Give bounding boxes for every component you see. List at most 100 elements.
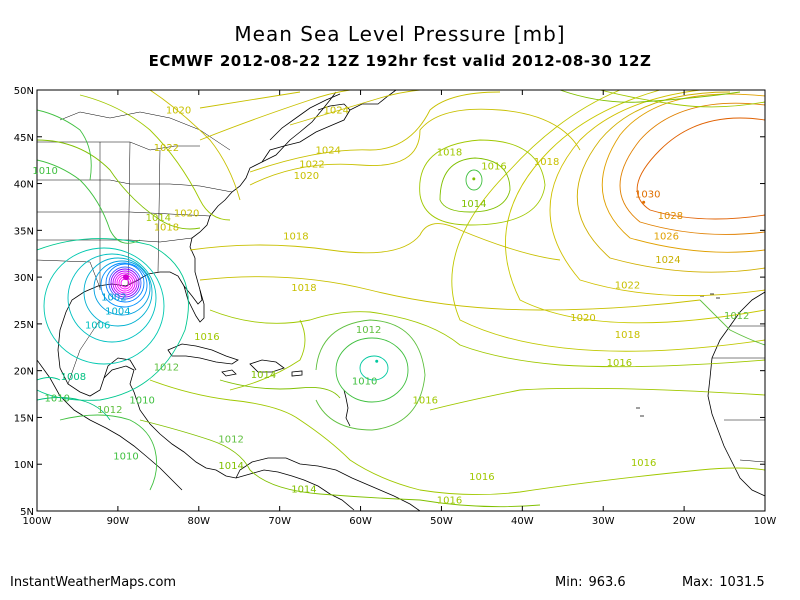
plot-frame	[36, 89, 766, 512]
min-label: Min:	[555, 575, 583, 590]
contour-label: 1010	[32, 166, 57, 177]
contour-label: 1020	[174, 208, 199, 219]
max-label: Max:	[681, 575, 714, 590]
contour-label: 1018	[615, 330, 640, 341]
contour-label: 1026	[654, 232, 679, 243]
min-value: 963.6	[588, 575, 626, 590]
contour-label: 1022	[299, 160, 324, 171]
contour-label: 1012	[724, 311, 749, 322]
mexico-pacific	[37, 359, 183, 491]
contour-label: 1018	[154, 222, 179, 233]
contour-label: 1014	[146, 213, 171, 224]
contour-label: 1012	[218, 435, 243, 446]
page-subtitle: ECMWF 2012-08-22 12Z 192hr fcst valid 20…	[148, 52, 652, 70]
contour-label: 1012	[356, 325, 381, 336]
contour-label: 1010	[44, 394, 69, 405]
page-title: Mean Sea Level Pressure [mb]	[234, 22, 566, 46]
x-tick-label: 20W	[673, 516, 696, 527]
y-tick-label: 35N	[14, 226, 34, 237]
y-tick-label: 40N	[14, 180, 34, 191]
x-tick-label: 30W	[592, 516, 615, 527]
y-tick-label: 50N	[14, 86, 34, 97]
y-tick-label: 5N	[20, 507, 34, 518]
axis-ticks: 100W 90W 80W 70W 60W 50W 40W 30W 20W 10W 5N 10N 15N 2…	[14, 86, 777, 527]
contour-label: 1012	[154, 363, 179, 374]
contour-label: 1006	[85, 321, 110, 332]
y-tick-label: 10N	[14, 460, 34, 471]
y-tick-label: 25N	[14, 320, 34, 331]
lesser-antilles	[343, 389, 351, 427]
x-tick-label: 70W	[268, 516, 291, 527]
contour-label: 1030	[635, 190, 660, 201]
nw-atlantic-isobars	[199, 90, 581, 226]
contour-label: 1020	[294, 171, 319, 182]
contour-label: 1020	[166, 105, 191, 116]
contour-label: 1020	[570, 313, 595, 324]
regional-isobars	[37, 90, 765, 508]
contour-label: 1016	[194, 332, 219, 343]
cuba	[167, 343, 239, 365]
map-layers	[37, 90, 765, 511]
contour-label: 1010	[129, 395, 154, 406]
low-center-marker	[122, 274, 129, 281]
x-tick-label: 100W	[23, 516, 52, 527]
us-east-coast	[189, 91, 337, 259]
site-credit: InstantWeatherMaps.com	[10, 575, 177, 590]
contour-label: 1016	[607, 358, 632, 369]
y-tick-label: 45N	[14, 133, 34, 144]
contour-label: 1024	[315, 146, 340, 157]
x-tick-label: 10W	[754, 516, 777, 527]
pressure-map: 100W 90W 80W 70W 60W 50W 40W 30W 20W 10W 5N 10N 15N 2…	[14, 86, 777, 527]
contour-label: 1022	[154, 143, 179, 154]
min-max-readout: Min: 963.6 Max: 1031.5	[555, 575, 771, 590]
contour-label: 1016	[437, 496, 462, 507]
canada-maritimes	[261, 103, 351, 163]
contour-label: 1016	[481, 162, 506, 173]
atlantic-low-isobars	[315, 319, 426, 431]
yucatan	[103, 357, 137, 379]
contour-label: 1018	[283, 232, 308, 243]
contour-label: 1018	[534, 157, 559, 168]
x-tick-label: 80W	[187, 516, 210, 527]
x-tick-label: 40W	[511, 516, 534, 527]
max-value: 1031.5	[719, 575, 765, 590]
gulf-st-lawrence	[269, 93, 341, 141]
south-america	[235, 457, 421, 511]
coastlines	[37, 90, 765, 511]
contour-label: 1012	[97, 405, 122, 416]
pressure-centers	[122, 177, 646, 363]
contour-label: 1016	[469, 472, 494, 483]
y-tick-label: 30N	[14, 273, 34, 284]
x-tick-label: 60W	[349, 516, 372, 527]
contour-label: 1014	[291, 484, 316, 495]
high-center-marker	[472, 177, 476, 181]
contour-label: 1014	[461, 199, 486, 210]
contour-label: 1010	[113, 452, 138, 463]
cape-verde	[636, 407, 644, 417]
contour-label: 1004	[105, 307, 130, 318]
x-tick-label: 90W	[107, 516, 130, 527]
contour-label: 1028	[658, 211, 683, 222]
contour-label: 1016	[413, 395, 438, 406]
contour-label: 1018	[437, 147, 462, 158]
contour-label: 1016	[631, 458, 656, 469]
y-tick-label: 15N	[14, 413, 34, 424]
africa-west-coast	[707, 291, 765, 497]
isaac-isobars	[37, 238, 189, 401]
azores-high-isobars	[451, 90, 765, 352]
hispaniola	[249, 359, 285, 373]
contour-label: 1014	[218, 461, 243, 472]
contour-label: 1024	[324, 105, 349, 116]
newfoundland	[349, 90, 397, 111]
contour-label: 1014	[251, 370, 276, 381]
high-center-marker	[642, 200, 646, 204]
contour-label: 1018	[291, 283, 316, 294]
contour-label: 1024	[655, 255, 680, 266]
low-center-marker	[375, 359, 379, 363]
puerto-rico	[291, 370, 303, 377]
contour-label: 1022	[615, 280, 640, 291]
canary-islands	[700, 293, 720, 299]
central-america	[133, 391, 355, 511]
state-borders	[37, 111, 765, 463]
